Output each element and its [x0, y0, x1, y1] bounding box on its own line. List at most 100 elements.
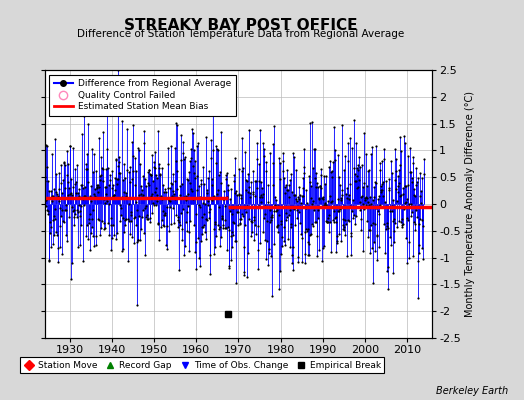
- Point: [47, 151, 56, 158]
- Point: [388, 208, 396, 214]
- Point: [385, 176, 393, 182]
- Point: [317, 185, 325, 192]
- Point: [402, 183, 410, 189]
- Point: [78, 182, 86, 189]
- Point: [83, 222, 91, 228]
- Point: [120, 229, 128, 236]
- Point: [183, 175, 191, 182]
- Point: [91, 168, 100, 174]
- Point: [409, 219, 418, 226]
- Point: [90, 191, 98, 197]
- Point: [332, 218, 340, 225]
- Point: [230, 178, 238, 184]
- Point: [274, 222, 282, 228]
- Point: [292, 196, 300, 202]
- Point: [353, 185, 361, 191]
- Point: [383, 222, 391, 229]
- Point: [418, 245, 426, 252]
- Point: [42, 202, 50, 209]
- Point: [161, 188, 170, 195]
- Point: [416, 170, 424, 176]
- Point: [50, 206, 59, 212]
- Point: [375, 193, 383, 199]
- Point: [191, 248, 200, 255]
- Point: [243, 178, 252, 184]
- Point: [187, 186, 195, 192]
- Point: [109, 222, 117, 228]
- Point: [46, 230, 54, 236]
- Point: [213, 145, 221, 152]
- Point: [327, 249, 335, 255]
- Point: [104, 232, 113, 238]
- Point: [272, 208, 280, 214]
- Point: [219, 225, 227, 231]
- Point: [148, 210, 157, 216]
- Point: [384, 225, 392, 231]
- Point: [336, 238, 345, 245]
- Point: [334, 208, 342, 214]
- Point: [200, 222, 209, 228]
- Point: [101, 224, 109, 231]
- Point: [70, 222, 78, 228]
- Point: [169, 205, 177, 212]
- Point: [198, 231, 206, 238]
- Point: [57, 161, 66, 168]
- Point: [278, 243, 287, 250]
- Point: [111, 232, 119, 238]
- Point: [241, 148, 249, 155]
- Point: [254, 266, 263, 273]
- Point: [176, 222, 184, 228]
- Point: [355, 154, 363, 160]
- Point: [150, 164, 158, 170]
- Point: [48, 198, 56, 204]
- Point: [157, 217, 166, 223]
- Point: [277, 218, 286, 224]
- Point: [184, 191, 192, 198]
- Point: [110, 192, 118, 198]
- Point: [143, 216, 151, 222]
- Point: [145, 182, 153, 188]
- Point: [384, 264, 392, 270]
- Point: [43, 164, 51, 170]
- Point: [180, 194, 189, 201]
- Point: [264, 182, 272, 188]
- Point: [328, 174, 336, 180]
- Point: [408, 253, 417, 259]
- Point: [262, 158, 270, 165]
- Point: [122, 216, 130, 222]
- Point: [146, 171, 154, 177]
- Point: [72, 190, 80, 196]
- Point: [162, 242, 170, 248]
- Point: [117, 204, 125, 211]
- Point: [325, 229, 333, 235]
- Point: [123, 258, 132, 265]
- Point: [196, 238, 205, 245]
- Point: [51, 136, 60, 142]
- Point: [307, 231, 315, 237]
- Point: [415, 250, 423, 256]
- Point: [295, 209, 303, 215]
- Point: [326, 158, 334, 164]
- Point: [226, 195, 234, 202]
- Point: [356, 199, 364, 205]
- Point: [193, 187, 202, 193]
- Point: [286, 244, 294, 250]
- Point: [298, 193, 306, 200]
- Point: [112, 236, 121, 242]
- Point: [231, 238, 239, 244]
- Point: [276, 267, 285, 274]
- Point: [269, 160, 278, 166]
- Point: [76, 208, 84, 214]
- Point: [392, 156, 400, 162]
- Point: [79, 258, 88, 264]
- Point: [238, 211, 247, 217]
- Point: [66, 143, 74, 149]
- Point: [212, 143, 220, 149]
- Point: [133, 207, 141, 214]
- Point: [255, 178, 263, 184]
- Point: [259, 140, 267, 147]
- Point: [311, 174, 320, 181]
- Point: [342, 184, 351, 191]
- Point: [319, 194, 327, 200]
- Point: [196, 204, 204, 210]
